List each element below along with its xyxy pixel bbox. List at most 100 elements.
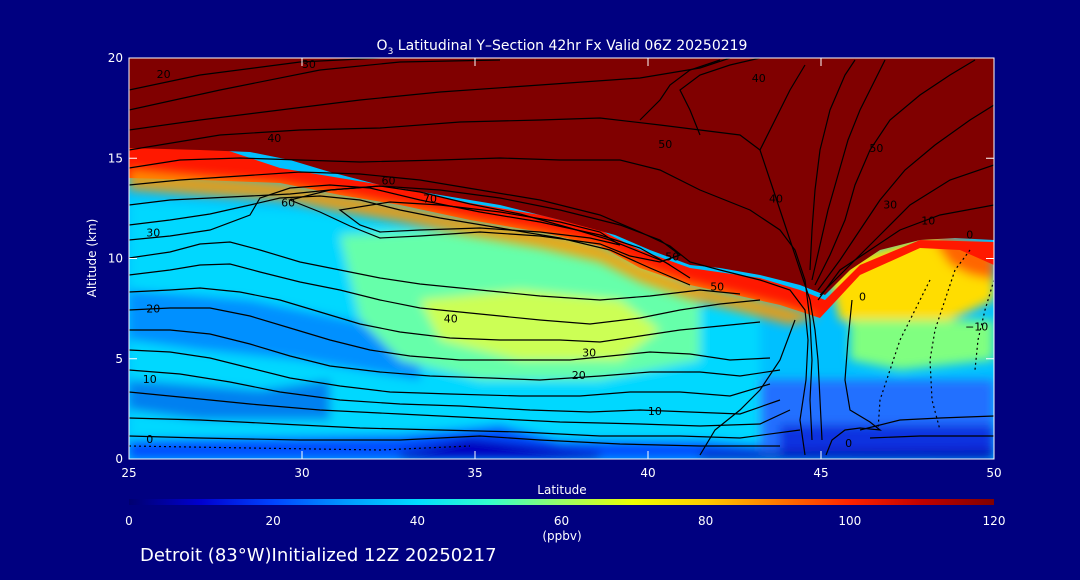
contour-label: 40 <box>444 313 458 326</box>
contour-line <box>288 185 682 263</box>
negative-contours <box>129 249 994 451</box>
contour-label: 50 <box>658 138 672 151</box>
contour-line <box>129 287 761 343</box>
contour-label: 10 <box>921 214 935 227</box>
contour-line <box>819 164 994 296</box>
contour-line <box>129 59 501 111</box>
chart-title: O3 Latitudinal Y–Section 42hr Fx Valid 0… <box>377 38 748 57</box>
x-axis-label: Latitude <box>537 483 586 497</box>
contour-label: 20 <box>157 68 171 81</box>
contour-line <box>129 58 381 91</box>
contour-label: 10 <box>648 405 662 418</box>
contour-label: 60 <box>382 174 396 187</box>
stratosphere-region <box>129 58 994 295</box>
contour-line <box>129 157 813 441</box>
contour-line <box>129 369 781 415</box>
x-tick-label: 50 <box>986 466 1001 480</box>
colorbar-units: (ppbv) <box>542 529 581 543</box>
contour-line <box>129 329 781 381</box>
colorbar-tick-label: 120 <box>983 514 1006 528</box>
y-tick-label: 5 <box>115 352 123 366</box>
tropopause-orange-band <box>129 168 820 325</box>
contour-label: 50 <box>710 281 724 294</box>
contour-lines <box>129 58 994 456</box>
contour-labels: 20 30 40 60 60 70 30 20 10 0 40 30 20 10 50 50 50 40 50 30 1… <box>143 58 989 450</box>
contour-line <box>639 59 721 121</box>
colorbar-tick-label: 80 <box>698 514 713 528</box>
contour-label: 40 <box>752 72 766 85</box>
negative-contour-line <box>929 249 971 431</box>
field-surface-dark <box>400 438 600 459</box>
colorbar-ticks: 0 20 40 60 80 100 120 <box>125 514 1005 528</box>
contour-label: 40 <box>267 132 281 145</box>
y-axis: 0 5 10 15 20 <box>108 51 994 466</box>
negative-contour-line <box>129 445 471 451</box>
contour-line <box>679 58 761 136</box>
field-surface-blue <box>129 425 760 459</box>
field-band-mid-blue-2 <box>129 380 330 420</box>
x-tick-label: 30 <box>294 466 309 480</box>
contour-line <box>129 307 771 361</box>
contour-line <box>129 417 801 439</box>
colorbar <box>129 499 994 505</box>
contour-label: 60 <box>281 196 295 209</box>
y-tick-label: 15 <box>108 151 123 165</box>
contour-line <box>817 104 994 291</box>
contour-label: 70 <box>423 192 437 205</box>
y-axis-label: Altitude (km) <box>85 219 99 298</box>
negative-contour-line <box>974 279 994 371</box>
x-axis: 25 30 35 40 45 50 <box>121 58 1002 480</box>
contour-line <box>699 319 796 456</box>
contour-label: 10 <box>143 373 157 386</box>
contour-label: −10 <box>965 321 988 334</box>
x-tick-label: 35 <box>467 466 482 480</box>
y-tick-label: 20 <box>108 51 123 65</box>
initialization-info: Detroit (83°W)Initialized 12Z 20250217 <box>140 545 497 566</box>
contour-line <box>129 184 671 266</box>
contour-line <box>338 201 621 246</box>
field-band-mid-blue <box>129 290 420 380</box>
contour-line <box>129 263 761 325</box>
contour-label: 40 <box>769 192 783 205</box>
contour-label: 30 <box>146 226 160 239</box>
negative-contour-line <box>877 279 931 431</box>
contour-line <box>129 185 691 279</box>
x-tick-label: 40 <box>640 466 655 480</box>
contour-line <box>869 435 994 439</box>
contour-label: 50 <box>869 142 883 155</box>
contour-label: 20 <box>146 303 160 316</box>
contour-line <box>817 204 994 301</box>
contour-label: 0 <box>966 228 973 241</box>
contour-line <box>129 349 771 397</box>
contour-line <box>129 171 809 456</box>
y-tick-label: 10 <box>108 252 123 266</box>
contour-line <box>859 415 994 431</box>
colorbar-tick-label: 0 <box>125 514 133 528</box>
contour-line <box>814 59 976 286</box>
x-tick-label: 45 <box>813 466 828 480</box>
contour-label: 0 <box>845 437 852 450</box>
contour-line <box>129 241 741 301</box>
contour-label: 50 <box>665 250 679 263</box>
contour-line <box>809 59 856 271</box>
colorbar-tick-label: 20 <box>266 514 281 528</box>
contour-line <box>811 59 886 281</box>
field-east-green <box>850 320 994 370</box>
contour-line <box>129 435 780 447</box>
contour-line <box>129 117 823 441</box>
contour-label: 20 <box>572 369 586 382</box>
field-surface-dark-2 <box>700 450 994 459</box>
colorbar-tick-label: 100 <box>838 514 861 528</box>
contour-label: 30 <box>302 58 316 71</box>
colorbar-tick-label: 40 <box>410 514 425 528</box>
contour-label: 0 <box>146 433 153 446</box>
contour-label: 0 <box>859 291 866 304</box>
contour-line <box>129 195 691 286</box>
ozone-field: 20 30 40 60 60 70 30 20 10 0 40 30 20 10 50 50 50 40 50 30 1… <box>129 58 994 459</box>
contour-line <box>129 58 731 131</box>
contour-label: 30 <box>883 198 897 211</box>
colorbar-tick-label: 60 <box>554 514 569 528</box>
contour-label: 30 <box>582 347 596 360</box>
